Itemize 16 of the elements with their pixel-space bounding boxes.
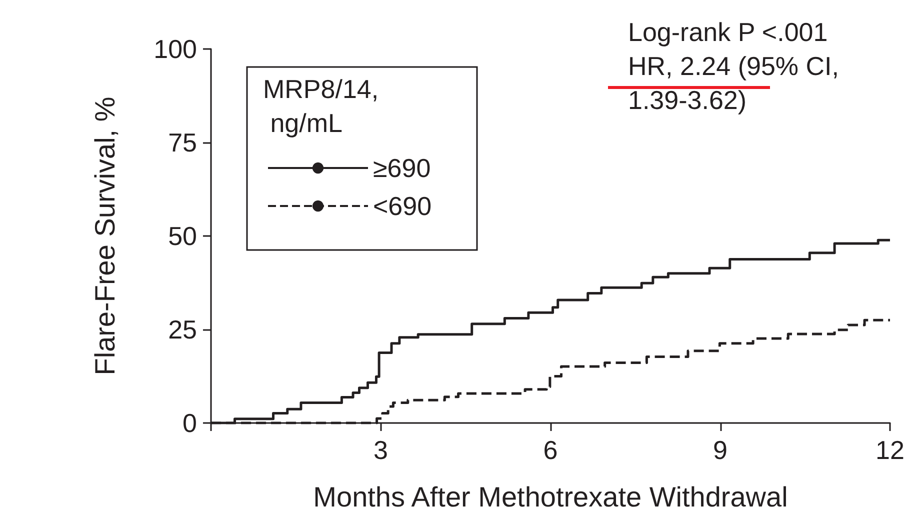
x-tick-label: 3 bbox=[374, 435, 388, 465]
x-tick-label: 12 bbox=[876, 435, 904, 465]
y-tick-label: 75 bbox=[168, 128, 197, 158]
x-tick-label: 6 bbox=[543, 435, 558, 465]
y-tick-label: 25 bbox=[168, 314, 197, 344]
legend-label: ≥690 bbox=[373, 153, 431, 183]
y-tick-label: 0 bbox=[182, 408, 197, 438]
y-tick-label: 100 bbox=[154, 34, 197, 64]
x-axis-title: Months After Methotrexate Withdrawal bbox=[313, 482, 788, 512]
y-axis-title: Flare-Free Survival, % bbox=[90, 96, 120, 376]
legend-label: <690 bbox=[373, 191, 432, 221]
x-tick-label: 9 bbox=[713, 435, 728, 465]
y-tick-label: 50 bbox=[168, 221, 197, 251]
annotation: HR, 2.24 (95% CI, 1.39-3.62) bbox=[628, 51, 846, 115]
legend-title: MRP8/14, ng/mL bbox=[263, 74, 379, 138]
text: Log-rank P <.001 bbox=[628, 17, 828, 47]
